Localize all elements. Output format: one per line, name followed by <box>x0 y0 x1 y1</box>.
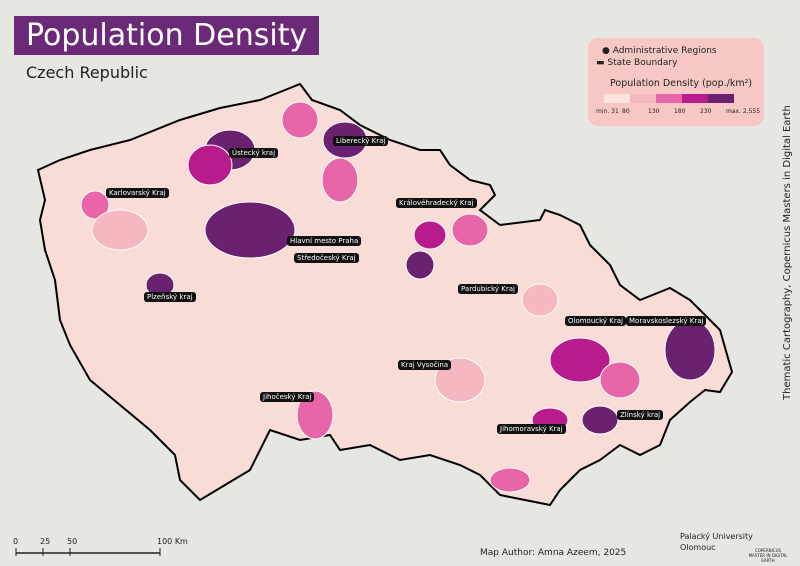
program: COPERNICUS MASTER IN DIGITAL EARTH <box>748 548 788 563</box>
legend-swatch <box>682 94 708 103</box>
density-area <box>599 361 641 399</box>
region-label: Olomoucký Kraj <box>565 316 626 326</box>
density-area <box>204 201 296 259</box>
density-area <box>521 283 559 317</box>
country <box>36 82 734 507</box>
legend-item: ● Administrative Regions <box>602 46 717 56</box>
density-area <box>581 405 619 435</box>
density-area <box>549 337 611 383</box>
region-label: Liberecký Kraj <box>333 136 389 146</box>
scale-label: 25 <box>40 537 51 546</box>
author: Map Author: Amna Azeem, 2025 <box>480 548 627 558</box>
legend-swatch <box>604 94 630 103</box>
region-label: Pardubický Kraj <box>458 284 518 294</box>
legend-break: min. 31 <box>596 108 619 115</box>
density-area <box>664 319 716 381</box>
legend-break: 230 <box>700 108 712 115</box>
subtitle: Czech Republic <box>26 63 148 82</box>
density-area <box>451 213 489 247</box>
density-area <box>80 190 110 220</box>
region-label: Moravskoslezský Kraj <box>626 316 707 326</box>
density-area <box>405 250 435 280</box>
region-label: Jihomoravský Kraj <box>497 424 566 434</box>
density-area <box>321 157 359 203</box>
density-area <box>281 101 319 139</box>
density-area <box>296 390 334 440</box>
legend-item: ▬ State Boundary <box>596 58 678 68</box>
region-label: Kraj Vysočina <box>398 360 452 370</box>
scale-label: 100 Km <box>157 537 188 546</box>
legend-label: State Boundary <box>607 58 678 68</box>
region-label: Královéhradecký Kraj <box>396 198 477 208</box>
title: Population Density <box>14 16 320 55</box>
scale-label: 0 <box>13 537 19 546</box>
region-label: Zlínský kraj <box>617 410 664 420</box>
legend-swatch <box>656 94 682 103</box>
side-note: Thematic Cartography, Copernicus Masters… <box>782 105 793 400</box>
legend-break: 130 <box>648 108 660 115</box>
region-label: Karlovarský Kraj <box>106 188 169 198</box>
legend-break: 80 <box>622 108 630 115</box>
density-area <box>187 144 233 186</box>
region-label: Jihočeský Kraj <box>260 392 315 402</box>
region-label: Hlavní mesto Praha <box>287 236 362 246</box>
region-label: Středočeský Kraj <box>294 253 359 263</box>
legend-swatch <box>708 94 734 103</box>
region-label: Ústecký kraj <box>229 148 279 158</box>
university-city: Olomouc <box>680 543 716 552</box>
legend-break: 180 <box>674 108 686 115</box>
legend-break: max. 2,555 <box>726 108 761 115</box>
density-area <box>91 209 149 251</box>
legend-title: Population Density (pop./km²) <box>610 78 753 89</box>
legend-label: Administrative Regions <box>612 46 717 56</box>
legend: ● Administrative Regions ▬ State Boundar… <box>588 38 764 126</box>
legend-swatch <box>630 94 656 103</box>
university: Palacký University <box>680 532 753 541</box>
density-area <box>413 220 447 250</box>
density-area <box>489 467 531 493</box>
scale-label: 50 <box>67 537 78 546</box>
region-label: Plzeňský kraj <box>144 292 196 302</box>
